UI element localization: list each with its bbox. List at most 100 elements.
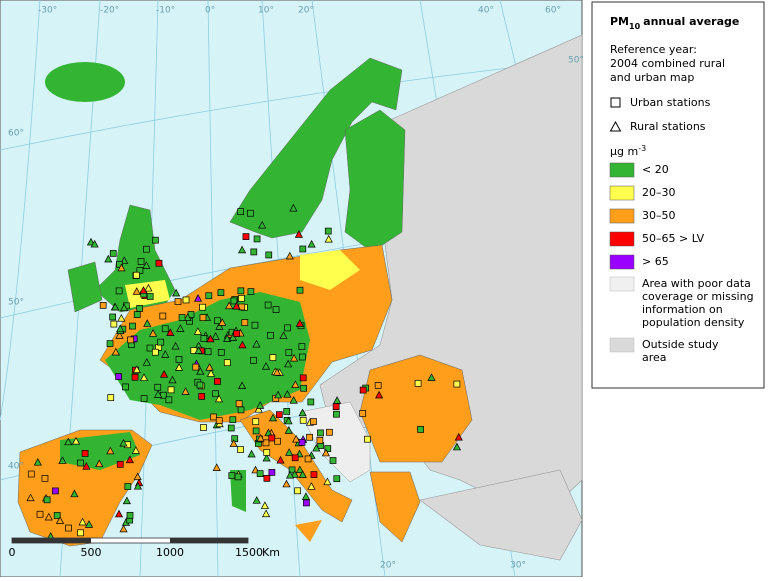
urban-station [307,398,315,406]
rural-station [125,455,134,464]
other-label: Area with poor data [642,277,751,290]
urban-station [306,433,313,441]
urban-station [133,271,140,279]
rural-station [194,346,203,354]
legend: PM10 annual average µg m-3 Reference year… [591,1,765,389]
rural-station [82,462,91,470]
urban-station [53,512,61,519]
rural-station [133,472,142,481]
class-swatch [609,208,635,224]
urban-station [174,298,182,305]
class-label: < 20 [642,163,669,176]
rural-station [223,334,232,342]
urban-station [298,343,306,350]
urban-station [252,418,260,426]
urban-station [268,469,276,476]
urban-station [81,450,89,457]
rural-station [285,470,295,479]
urban-station [146,344,154,352]
unit-superscript: -3 [638,144,646,153]
rural-station [307,482,316,490]
urban-station [115,373,122,380]
rural-station [232,301,241,310]
rural-station [181,387,190,395]
urban-station [109,313,117,321]
title-subscript: 10 [629,22,641,31]
urban-station [284,324,292,332]
land [230,470,246,512]
rural-station [229,439,238,447]
urban-station [251,321,259,329]
land [344,109,406,253]
rural-station [174,363,184,371]
graticule-label: 40° [478,6,494,16]
urban-station [198,393,206,400]
land [369,471,421,543]
rural-station [166,328,175,336]
no-data-area [299,401,371,483]
unit-text: µg m [610,145,638,158]
urban-station [237,287,245,295]
rural-station [285,251,294,260]
rural-station [131,446,140,454]
land [300,250,360,290]
urban-station [247,288,255,295]
scale-label: 1000 [156,546,184,559]
urban-station [326,428,333,436]
class-label: 20–30 [642,186,676,199]
land [67,261,103,313]
urban-station [263,474,271,482]
rural-station [218,318,227,326]
graticule-label: 20° [298,6,314,16]
urban-station [324,227,332,235]
rural-station [115,331,124,339]
urban-station [223,359,231,367]
rural-station [285,448,294,456]
rural-station [261,361,271,370]
rural-station [452,442,462,451]
rural-station [58,456,67,464]
rural-station [283,390,292,398]
station-label: Rural stations [630,120,706,133]
rural-station [26,493,35,502]
rural-station [256,401,265,409]
rural-station [90,239,99,248]
urban-station [241,319,249,326]
class-swatch [609,185,635,201]
urban-station [299,245,307,253]
rural-station [284,359,293,368]
urban-station [36,510,44,518]
rural-station [321,448,330,457]
rural-station [206,334,215,343]
other-label: population density [642,316,745,329]
rural-station [238,245,247,254]
rural-station [264,428,273,437]
urban-station [215,417,223,425]
rural-station [295,465,304,474]
rural-station [119,438,128,447]
graticule-label: 60° [8,129,24,139]
graticule-label: 50° [568,56,584,66]
land [45,62,125,102]
urban-station [210,413,217,421]
rural-station [142,261,151,269]
other-label: area [642,351,667,364]
rural-station [122,496,131,505]
urban-station [217,289,225,297]
land [239,409,353,523]
urban-station [275,411,283,419]
class-label: 30–50 [642,209,676,222]
urban-station [136,267,144,274]
outside-area [419,469,583,561]
urban-station [192,363,200,371]
graticule-label: 20° [380,561,396,571]
rural-station [252,496,261,504]
rural-station [298,470,307,478]
reference-line: and urban map [610,71,694,84]
scale-label: 500 [81,546,102,559]
urban-station [165,396,173,404]
urban-station [285,349,293,356]
rural-station [290,470,299,478]
rural-station [205,363,214,371]
urban-station [310,471,318,478]
